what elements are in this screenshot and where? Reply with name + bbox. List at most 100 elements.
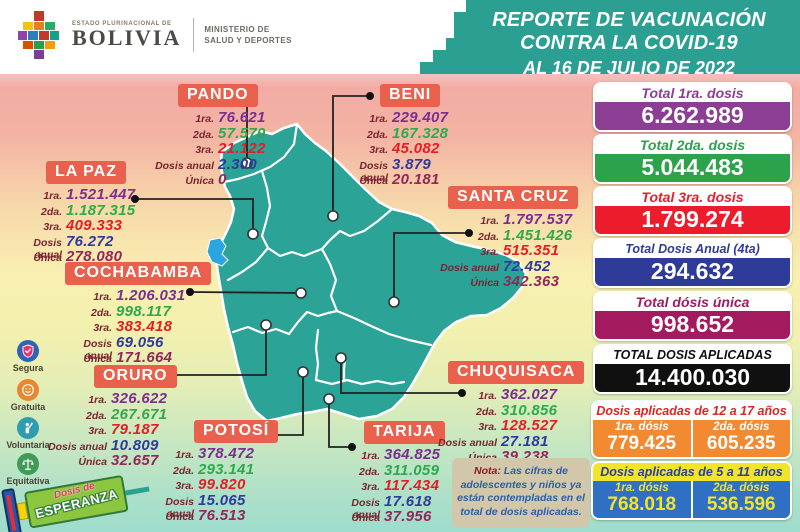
total-unica-box: Total dósis única 998.652 (593, 291, 792, 341)
unica-label: Única (185, 175, 214, 187)
total-unica-value: 998.652 (595, 311, 790, 339)
dept-tarija: TARIJA 1ra. 364.825 2da. 311.059 3ra. 117.4… (328, 421, 508, 525)
principle-voluntaria: Voluntaria (6, 417, 50, 450)
shield-check-icon (17, 340, 39, 362)
principle-equitativa: Equitativa (6, 453, 50, 486)
dose2-value: 310.856 (501, 401, 558, 419)
unica-value: 32.657 (111, 452, 159, 469)
age-12-17-dose1-cell: 1ra. dósis 779.425 (593, 420, 691, 457)
anual-value: 27.181 (501, 432, 549, 450)
dose1-label: 1ra. (43, 190, 62, 202)
dept-la-paz-label: LA PAZ (46, 161, 126, 184)
dept-pando-label: PANDO (178, 84, 258, 107)
dose1-label: 1ra. (480, 215, 499, 227)
age-12-17-title: Dosis aplicadas de 12 a 17 años (593, 402, 790, 420)
unica-value: 171.664 (116, 349, 173, 366)
dose1-value: 326.622 (111, 390, 168, 407)
dept-santa-cruz-label: SANTA CRUZ (448, 186, 579, 209)
dose2-value: 1.187.315 (66, 201, 136, 219)
dose2-value: 311.059 (384, 461, 440, 479)
total-dose3-title: Total 3ra. dosis (595, 188, 790, 206)
dose1-value: 1.521.447 (66, 186, 136, 203)
unica-label: Única (470, 277, 499, 289)
dose1-value: 229.407 (392, 109, 449, 126)
report-title: REPORTE DE VACUNACIÓN CONTRA LA COVID-19 (492, 9, 766, 54)
note-label: Nota: (474, 465, 501, 477)
dose2-label: 2da. (192, 128, 214, 141)
dept-potosi-label: POTOSÍ (194, 420, 279, 443)
dose3-label: 3ra. (93, 322, 112, 334)
dose1-value: 378.472 (198, 445, 255, 462)
dose3-label: 3ra. (195, 144, 214, 156)
dose3-label: 3ra. (480, 246, 499, 258)
age-5-11-dose2-cell: 2da. dósis 536.596 (692, 481, 790, 518)
anual-value: 17.618 (384, 492, 432, 510)
dose2-label: 2da. (366, 128, 388, 141)
scales-icon (17, 453, 39, 475)
syringe-barrel-icon: Dosis de ESPERANZA (23, 474, 129, 529)
total-dose1-box: Total 1ra. dosis 6.262.989 (593, 82, 792, 132)
unica-label: Única (165, 511, 194, 523)
dose2-value: 998.117 (116, 302, 172, 320)
total-dose3-box: Total 3ra. dosis 1.799.274 (593, 186, 792, 236)
department-borders (222, 122, 433, 386)
dose1-label: 1ra. (478, 390, 497, 402)
anual-label: Dosis anual (438, 436, 497, 449)
dose3-label: 3ra. (478, 421, 497, 433)
dept-pando: PANDO 1ra. 76.621 2da. 57.570 3ra. 21.122 D… (128, 84, 340, 188)
anual-value: 10.809 (111, 436, 159, 454)
total-applied-value: 14.400.030 (595, 364, 790, 392)
dept-cochabamba: COCHABAMBA 1ra. 1.206.031 2da. 998.117 3ra… (60, 262, 290, 366)
estado-label: ESTADO PLURINACIONAL DE (72, 21, 172, 27)
dose2-value: 293.141 (198, 460, 255, 478)
dose3-value: 99.820 (198, 476, 246, 493)
dose2-label: 2da. (85, 409, 107, 422)
dose3-value: 128.527 (501, 417, 558, 434)
dept-beni-label: BENI (380, 84, 441, 107)
total-dose1-value: 6.262.989 (595, 102, 790, 130)
note-box: Nota: Las cifras de adolescentes y niños… (452, 458, 590, 527)
anual-label: Dosis anual (351, 496, 380, 521)
anual-label: Dosis anual (48, 440, 107, 453)
total-dose2-title: Total 2da. dosis (595, 136, 790, 154)
unica-label: Única (359, 175, 388, 187)
total-anual-value: 294.632 (595, 258, 790, 286)
dose3-label: 3ra. (175, 480, 194, 492)
dose2-value: 267.671 (111, 405, 168, 423)
anual-label: Dosis anual (155, 159, 214, 172)
dept-cochabamba-label: COCHABAMBA (65, 262, 212, 285)
total-applied-title: TOTAL DOSIS APLICADAS (595, 346, 790, 364)
dose2-label: 2da. (90, 306, 112, 319)
dose1-label: 1ra. (93, 291, 112, 303)
unica-value: 20.181 (392, 171, 440, 188)
age-5-11-title: Dosis aplicadas de 5 a 11 años (593, 463, 790, 481)
dose3-value: 383.418 (116, 318, 173, 335)
dept-oruro: ORURO 1ra. 326.622 2da. 267.671 3ra. 79.187… (42, 365, 242, 469)
dose3-value: 45.082 (392, 140, 440, 157)
lake-titicaca (206, 237, 229, 267)
dept-potosi: POTOSÍ 1ra. 378.472 2da. 293.141 3ra. 99.82… (152, 420, 352, 524)
dose3-value: 515.351 (503, 242, 560, 259)
note-text: Las cifras de adolescentes y niños ya es… (457, 465, 585, 518)
dose1-value: 1.206.031 (116, 287, 186, 304)
unica-value: 76.513 (198, 507, 246, 524)
dose1-label: 1ra. (195, 113, 214, 125)
dose1-value: 362.027 (501, 386, 558, 403)
dose1-value: 76.621 (218, 109, 266, 126)
unica-value: 278.080 (66, 248, 123, 265)
anual-value: 69.056 (116, 333, 164, 351)
anual-label: Dosis anual (359, 159, 388, 184)
unica-label: Única (83, 353, 112, 365)
dose3-label: 3ra. (43, 221, 62, 233)
dose2-value: 167.328 (392, 124, 449, 142)
logo-divider (193, 18, 195, 52)
dept-beni: BENI 1ra. 229.407 2da. 167.328 3ra. 45.082 … (332, 84, 512, 188)
dept-oruro-label: ORURO (94, 365, 177, 388)
principle-segura: Segura (6, 340, 50, 373)
dose1-value: 1.797.537 (503, 211, 573, 228)
dose1-label: 1ra. (369, 113, 388, 125)
ministry-label: MINISTERIO DE SALUD Y DEPORTES (204, 24, 292, 45)
anual-label: Dosis anual (165, 495, 194, 520)
dose3-value: 79.187 (111, 421, 159, 438)
anual-value: 72.452 (503, 257, 551, 275)
